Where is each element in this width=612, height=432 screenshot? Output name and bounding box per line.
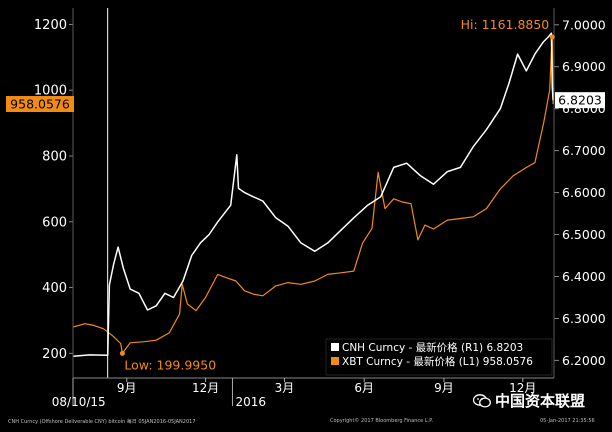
left-last-value-tag: [6, 96, 74, 113]
left-tick-label: 400: [42, 281, 67, 296]
month-tick-label: 12月: [509, 381, 536, 395]
right-tick-label: 6.3000: [562, 311, 606, 326]
footer-source: CNH Curncy (Offshore Deliverable CNY) bi…: [8, 419, 196, 425]
right-last-value-tag: [555, 92, 605, 109]
cursor-date-label: 08/10/15: [52, 395, 106, 409]
right-tick-label: 6.9000: [562, 59, 606, 74]
watermark-text: 中国资本联盟: [495, 392, 586, 410]
low-marker: [119, 350, 125, 356]
low-label: Low: 199.9950: [124, 357, 216, 372]
left-last-value-label: 958.0576: [10, 97, 70, 112]
right-last-value-label: 6.8203: [558, 93, 602, 108]
right-tick-label: 6.4000: [562, 269, 606, 284]
legend-label: XBT Curncy - 最新价格 (L1) 958.0576: [342, 355, 533, 368]
left-tick-label: 600: [42, 215, 67, 230]
year-tick-label: 2016: [235, 395, 266, 409]
month-tick-label: 12月: [192, 381, 219, 395]
month-tick-label: 9月: [117, 381, 137, 395]
watermark: 中国资本联盟: [473, 390, 585, 411]
cnh-series-line: [73, 32, 554, 357]
right-tick-label: 6.5000: [562, 227, 606, 242]
hi-label: Hi: 1161.8850: [461, 17, 550, 32]
left-tick-label: 200: [42, 347, 67, 362]
month-tick-label: 6月: [354, 381, 374, 395]
right-tick-label: 7.0000: [562, 17, 606, 32]
month-tick-label: 3月: [275, 381, 295, 395]
cursor-date-tag: [73, 395, 108, 409]
right-tick-label: 6.2000: [562, 353, 606, 368]
legend-swatch: [331, 357, 339, 365]
right-tick-label: 6.6000: [562, 185, 606, 200]
footer-copyright: Copyright© 2017 Bloomberg Finance L.P.: [330, 418, 434, 424]
month-tick-label: 9月: [434, 381, 454, 395]
xbt-series-line: [73, 36, 554, 354]
left-tick-label: 1000: [34, 84, 67, 99]
annotations: Hi: 1161.8850 Low: 199.9950 958.0576 6.8203…: [6, 17, 605, 409]
series-layer: [73, 8, 554, 378]
right-axis: 6.20006.30006.40006.50006.60006.70006.80…: [554, 17, 606, 368]
left-tick-label: 1200: [34, 18, 67, 33]
legend-label: CNH Curncy - 最新价格 (R1) 6.8203: [342, 341, 523, 354]
footer-date: 05-Jan-2017 21:35:56: [540, 418, 595, 424]
legend-swatch: [331, 343, 339, 351]
left-tick-label: 800: [42, 150, 67, 165]
left-axis: 200 400 600 800 1000 1200: [34, 18, 73, 362]
x-axis: 9月12月3月6月9月12月20152016: [72, 377, 554, 409]
wechat-icon: [473, 394, 491, 408]
right-tick-label: 6.7000: [562, 143, 606, 158]
legend-box: [325, 338, 553, 376]
hi-marker: [549, 34, 555, 40]
plot-area: [73, 8, 554, 378]
